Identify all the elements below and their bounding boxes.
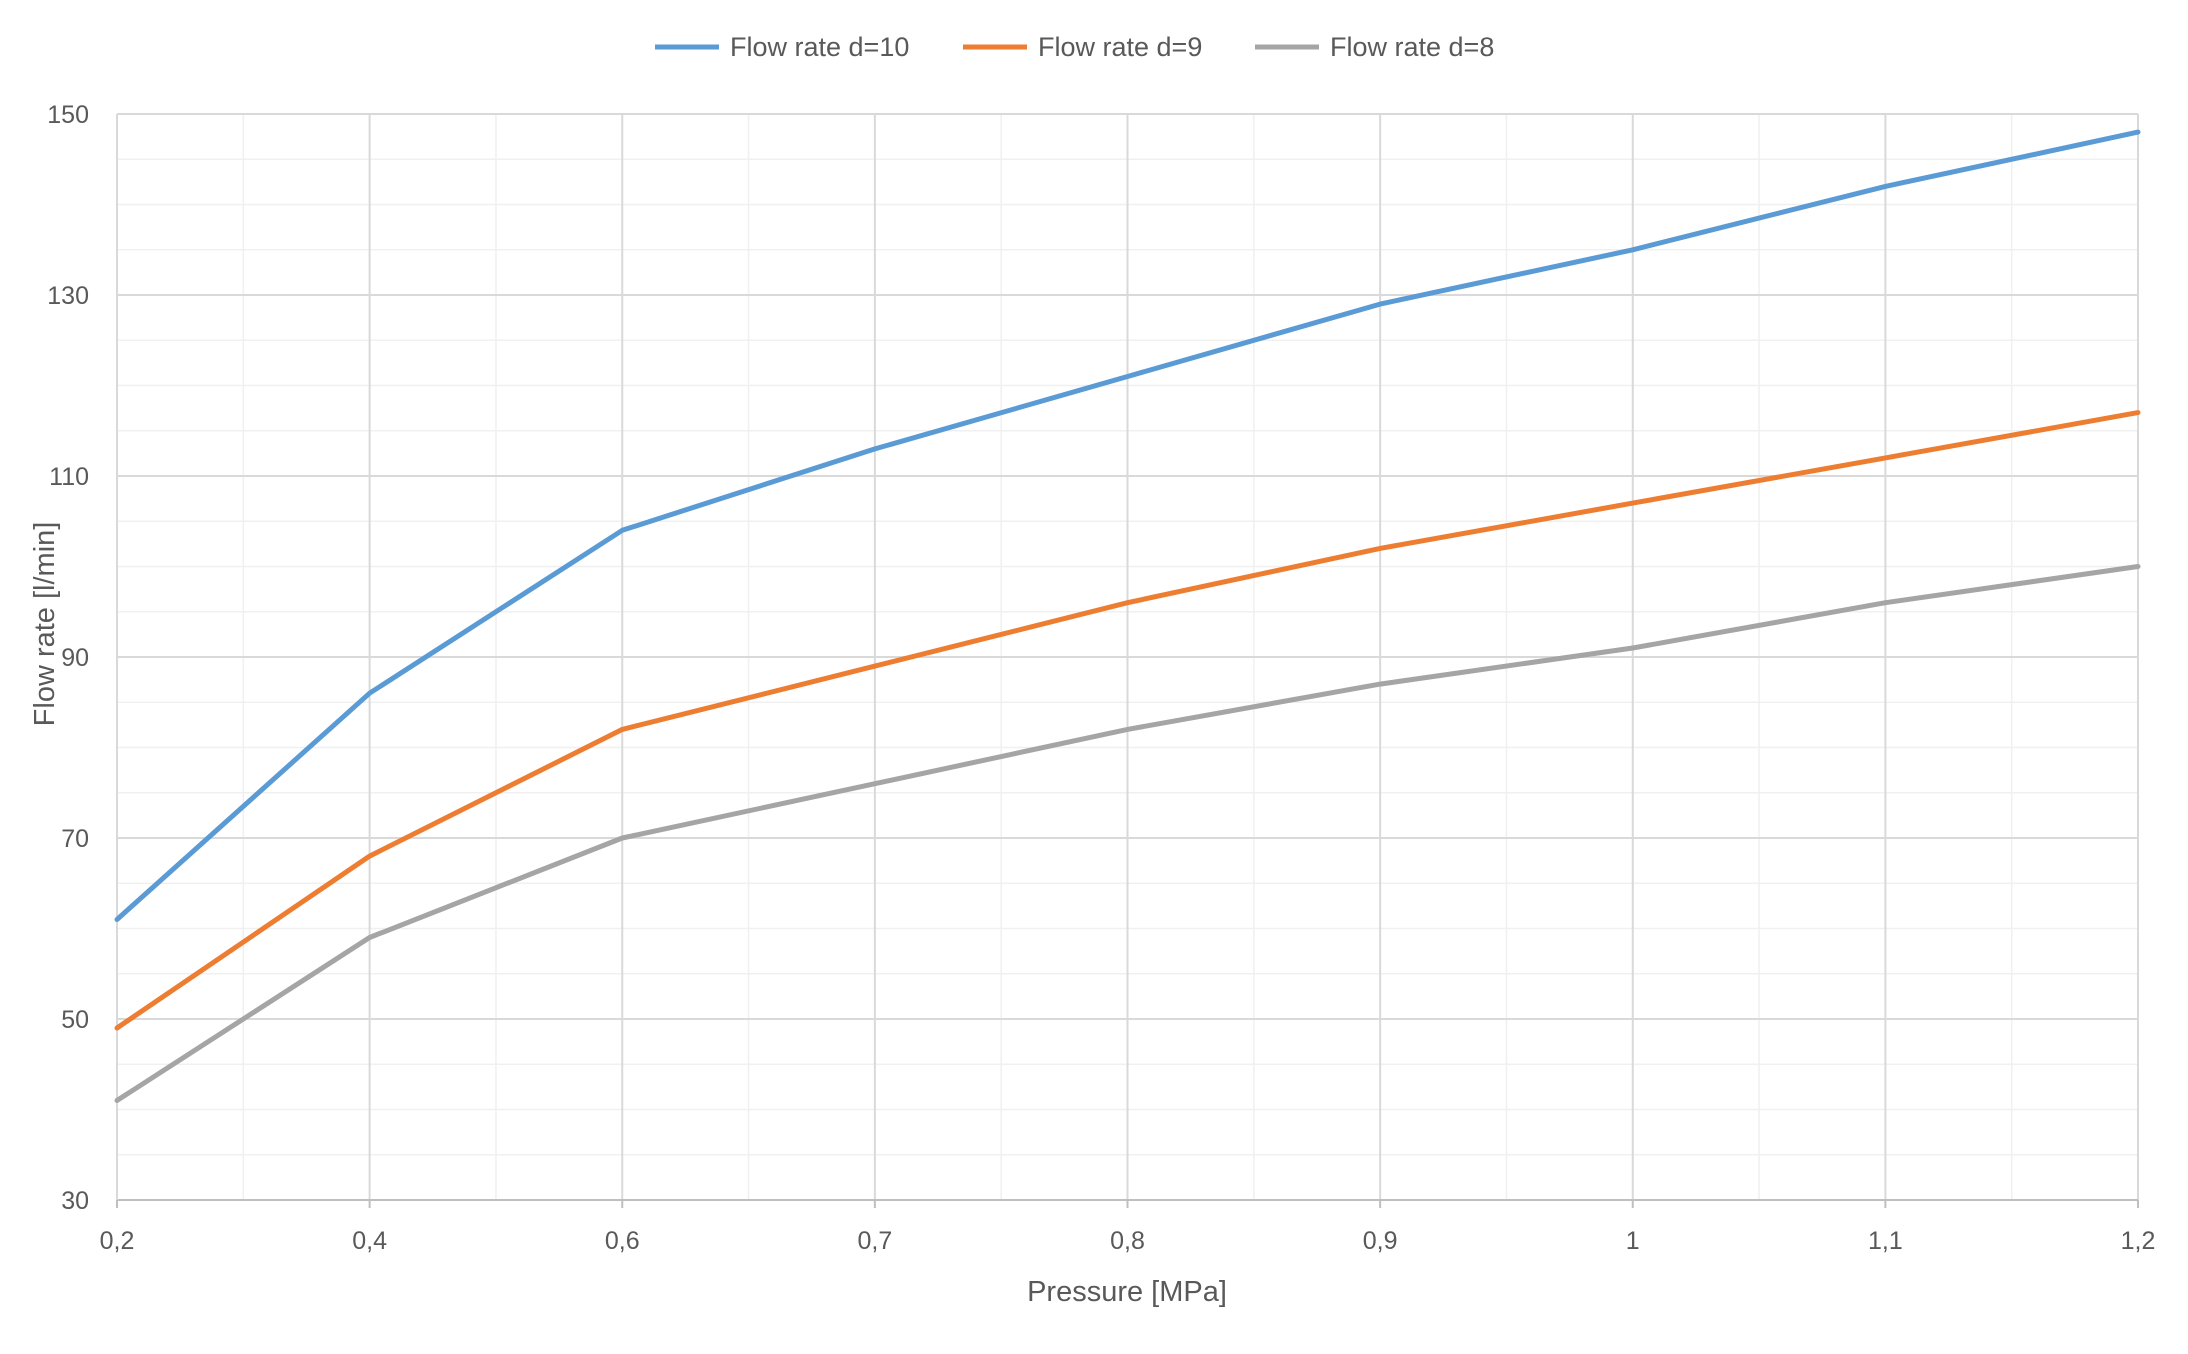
legend-label-2: Flow rate d=9: [1038, 32, 1202, 62]
axes: [116, 114, 2139, 1208]
x-tick-label: 1: [1626, 1227, 1640, 1255]
major-gridlines: [116, 113, 2139, 1200]
y-axis-title: Flow rate [l/min]: [29, 522, 61, 727]
y-tick-label: 50: [61, 1006, 89, 1034]
x-tick-label: 0,7: [857, 1227, 892, 1255]
series-line-3: [114, 564, 2141, 1103]
x-tick-labels: 0,2 0,4 0,6 0,7 0,8 0,9 1 1,1 1,2: [100, 1227, 2156, 1255]
y-tick-label: 110: [49, 463, 89, 491]
y-tick-labels: 30 50 70 90 110 130 150: [47, 101, 89, 1215]
y-tick-label: 70: [61, 825, 89, 853]
legend: Flow rate d=10 Flow rate d=9 Flow rate d=8: [655, 32, 1494, 62]
x-tick-label: 0,8: [1110, 1227, 1145, 1255]
legend-label-3: Flow rate d=8: [1330, 32, 1494, 62]
x-tick-label: 0,6: [605, 1227, 640, 1255]
x-tick-label: 0,2: [100, 1227, 135, 1255]
y-tick-label: 150: [47, 101, 89, 129]
y-tick-label: 130: [47, 282, 89, 310]
y-tick-label: 30: [61, 1187, 89, 1215]
x-tick-label: 0,9: [1363, 1227, 1398, 1255]
y-tick-label: 90: [61, 644, 89, 672]
series-line-1: [114, 129, 2141, 922]
x-axis-title: Pressure [MPa]: [1027, 1276, 1227, 1308]
x-tick-label: 1,1: [1868, 1227, 1903, 1255]
series-line-2: [114, 410, 2141, 1031]
x-tick-label: 0,4: [352, 1227, 387, 1255]
series-lines: [114, 129, 2141, 1103]
x-tick-label: 1,2: [2121, 1227, 2156, 1255]
legend-label-1: Flow rate d=10: [730, 32, 909, 62]
